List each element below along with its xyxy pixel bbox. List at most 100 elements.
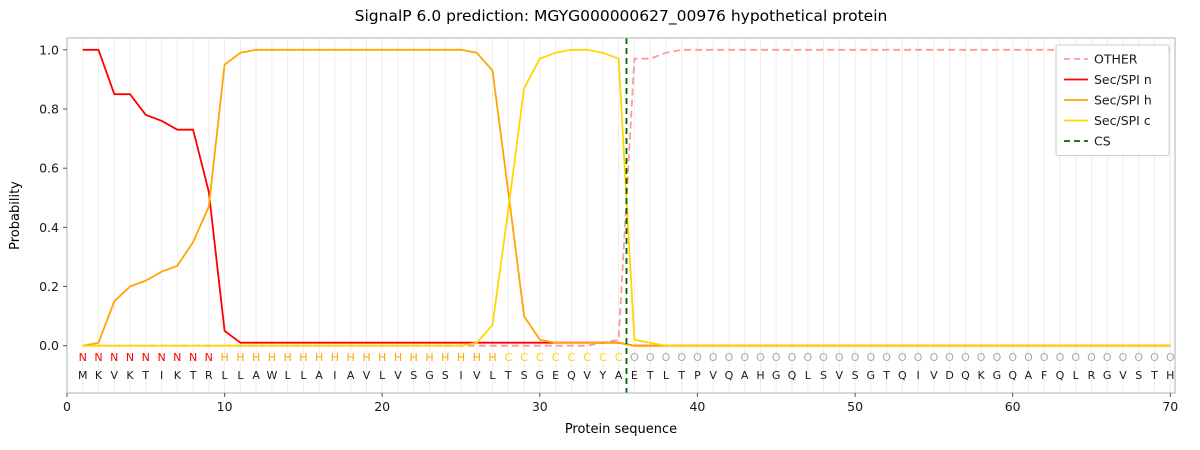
- svg-text:C: C: [536, 351, 544, 364]
- svg-text:P: P: [694, 369, 701, 382]
- svg-text:O: O: [630, 351, 639, 364]
- svg-text:C: C: [552, 351, 560, 364]
- grid-lines: [82, 38, 1171, 393]
- svg-text:H: H: [362, 351, 370, 364]
- svg-text:Q: Q: [898, 369, 907, 382]
- svg-text:I: I: [333, 369, 336, 382]
- plot-frame: [66, 37, 1176, 394]
- svg-text:S: S: [442, 369, 449, 382]
- svg-text:O: O: [803, 351, 812, 364]
- svg-text:O: O: [835, 351, 844, 364]
- svg-text:K: K: [126, 369, 134, 382]
- svg-text:C: C: [615, 351, 623, 364]
- svg-text:T: T: [189, 369, 197, 382]
- x-tick-label: 70: [1162, 399, 1178, 414]
- svg-text:O: O: [882, 351, 891, 364]
- svg-text:O: O: [1040, 351, 1049, 364]
- svg-text:D: D: [945, 369, 953, 382]
- svg-text:K: K: [174, 369, 182, 382]
- y-tick-label: 0.4: [39, 220, 59, 235]
- svg-text:H: H: [236, 351, 244, 364]
- svg-text:T: T: [646, 369, 654, 382]
- svg-text:F: F: [1041, 369, 1047, 382]
- svg-text:O: O: [725, 351, 734, 364]
- y-tick-label: 1.0: [39, 42, 59, 57]
- svg-text:O: O: [1071, 351, 1080, 364]
- svg-text:H: H: [756, 369, 764, 382]
- svg-text:N: N: [173, 351, 181, 364]
- svg-text:O: O: [1087, 351, 1096, 364]
- x-axis-label: Protein sequence: [565, 422, 677, 437]
- svg-text:H: H: [299, 351, 307, 364]
- svg-text:Y: Y: [599, 369, 607, 382]
- svg-text:O: O: [851, 351, 860, 364]
- svg-text:O: O: [1024, 351, 1033, 364]
- svg-text:G: G: [1103, 369, 1112, 382]
- svg-text:O: O: [1103, 351, 1112, 364]
- svg-text:H: H: [410, 351, 418, 364]
- svg-text:H: H: [220, 351, 228, 364]
- svg-text:T: T: [677, 369, 685, 382]
- svg-text:S: S: [852, 369, 859, 382]
- svg-text:H: H: [268, 351, 276, 364]
- svg-text:O: O: [819, 351, 828, 364]
- x-tick-label: 60: [1005, 399, 1021, 414]
- svg-text:L: L: [805, 369, 812, 382]
- svg-text:A: A: [1025, 369, 1033, 382]
- svg-text:H: H: [378, 351, 386, 364]
- svg-text:C: C: [568, 351, 576, 364]
- svg-text:H: H: [252, 351, 260, 364]
- x-axis: 0 10 20 30 40 50 60 70: [63, 393, 1178, 414]
- svg-text:L: L: [237, 369, 244, 382]
- svg-text:V: V: [836, 369, 844, 382]
- svg-text:I: I: [916, 369, 919, 382]
- svg-text:O: O: [693, 351, 702, 364]
- svg-text:L: L: [285, 369, 292, 382]
- x-tick-label: 0: [63, 399, 71, 414]
- svg-text:O: O: [646, 351, 655, 364]
- svg-text:Q: Q: [788, 369, 797, 382]
- legend-entry-label: Sec/SPI c: [1094, 113, 1151, 128]
- svg-text:V: V: [930, 369, 938, 382]
- svg-text:L: L: [222, 369, 229, 382]
- svg-text:G: G: [536, 369, 545, 382]
- svg-text:V: V: [473, 369, 481, 382]
- svg-text:M: M: [78, 369, 88, 382]
- x-tick-label: 40: [689, 399, 705, 414]
- svg-text:G: G: [993, 369, 1002, 382]
- svg-text:C: C: [520, 351, 528, 364]
- svg-text:O: O: [914, 351, 923, 364]
- svg-text:I: I: [459, 369, 462, 382]
- svg-text:T: T: [141, 369, 149, 382]
- svg-text:A: A: [252, 369, 260, 382]
- svg-text:T: T: [504, 369, 512, 382]
- svg-text:S: S: [521, 369, 528, 382]
- svg-text:H: H: [331, 351, 339, 364]
- svg-text:R: R: [1088, 369, 1096, 382]
- svg-text:G: G: [425, 369, 434, 382]
- svg-text:V: V: [1119, 369, 1127, 382]
- svg-text:L: L: [1073, 369, 1080, 382]
- svg-text:C: C: [583, 351, 591, 364]
- svg-text:E: E: [552, 369, 559, 382]
- svg-text:K: K: [977, 369, 985, 382]
- y-axis-label: Probability: [8, 181, 23, 250]
- svg-text:L: L: [489, 369, 496, 382]
- svg-text:O: O: [788, 351, 797, 364]
- legend-entry-label: OTHER: [1094, 52, 1138, 67]
- svg-text:O: O: [1119, 351, 1128, 364]
- svg-text:T: T: [882, 369, 890, 382]
- svg-text:N: N: [94, 351, 102, 364]
- x-tick-label: 30: [532, 399, 548, 414]
- svg-text:O: O: [1008, 351, 1017, 364]
- svg-text:H: H: [441, 351, 449, 364]
- svg-text:W: W: [266, 369, 277, 382]
- svg-text:H: H: [425, 351, 433, 364]
- svg-text:O: O: [709, 351, 718, 364]
- svg-text:O: O: [756, 351, 765, 364]
- svg-text:S: S: [820, 369, 827, 382]
- svg-text:S: S: [410, 369, 417, 382]
- svg-text:O: O: [866, 351, 875, 364]
